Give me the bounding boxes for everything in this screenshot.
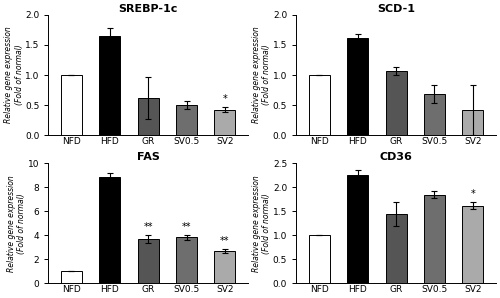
Bar [214,251,236,283]
Y-axis label: Relative gene expression
(Fold of normal): Relative gene expression (Fold of normal… [252,27,272,123]
Bar [99,177,120,283]
Bar [386,71,406,135]
Text: **: ** [144,222,153,232]
Bar [424,94,445,135]
Title: SCD-1: SCD-1 [377,4,415,14]
Title: CD36: CD36 [380,153,412,162]
Y-axis label: Relative gene expression
(Fold of normal): Relative gene expression (Fold of normal… [4,27,24,123]
Text: **: ** [220,236,230,246]
Bar [347,175,368,283]
Bar [308,75,330,135]
Title: SREBP-1c: SREBP-1c [118,4,178,14]
Bar [347,38,368,135]
Y-axis label: Relative gene expression
(Fold of normal): Relative gene expression (Fold of normal… [252,175,272,272]
Y-axis label: Relative gene expression
(Fold of normal): Relative gene expression (Fold of normal… [7,175,26,272]
Bar [462,206,483,283]
Text: *: * [222,94,228,105]
Bar [308,235,330,283]
Bar [424,195,445,283]
Bar [214,110,236,135]
Bar [462,110,483,135]
Bar [386,214,406,283]
Bar [138,239,158,283]
Bar [138,98,158,135]
Title: FAS: FAS [136,153,160,162]
Bar [61,75,82,135]
Bar [176,105,197,135]
Bar [61,271,82,283]
Bar [99,36,120,135]
Bar [176,237,197,283]
Text: **: ** [182,222,192,232]
Text: *: * [470,189,475,199]
